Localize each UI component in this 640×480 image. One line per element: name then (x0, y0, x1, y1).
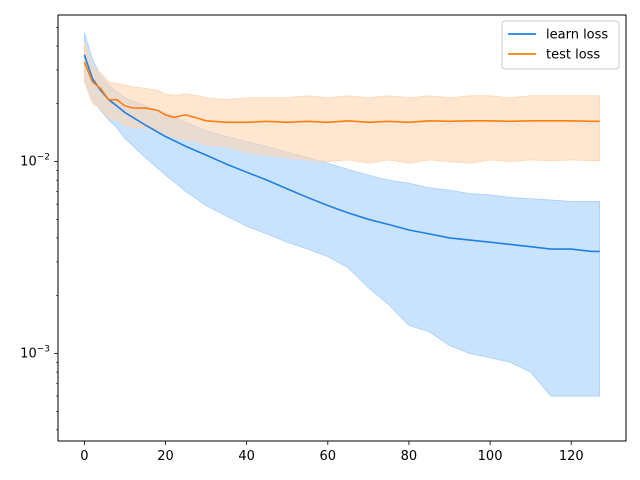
learn-loss-line (83, 54, 600, 253)
x-tick-label: 80 (401, 449, 418, 464)
y-tick-label: 10−3 (20, 344, 50, 361)
learn-loss-legend-label: learn loss (546, 28, 608, 43)
axes-frame (57, 14, 627, 442)
legend-box (501, 20, 620, 70)
x-tick-label: 60 (320, 449, 337, 464)
y-tick-label: 10−2 (20, 153, 50, 170)
axis-ticks: 0 20 40 60 80 100 120 10−3 10−2 (20, 27, 584, 464)
plot-area (83, 32, 601, 397)
x-tick-label: 20 (157, 449, 174, 464)
legend: learn loss test loss (501, 20, 620, 70)
test-loss-band (83, 41, 601, 164)
test-loss-line (83, 61, 600, 124)
test-loss-legend-label: test loss (546, 48, 600, 63)
x-tick-label: 40 (238, 449, 255, 464)
plot-clip-group (83, 32, 601, 397)
x-tick-label: 0 (80, 449, 88, 464)
x-tick-label: 100 (478, 449, 503, 464)
x-tick-label: 120 (559, 449, 584, 464)
